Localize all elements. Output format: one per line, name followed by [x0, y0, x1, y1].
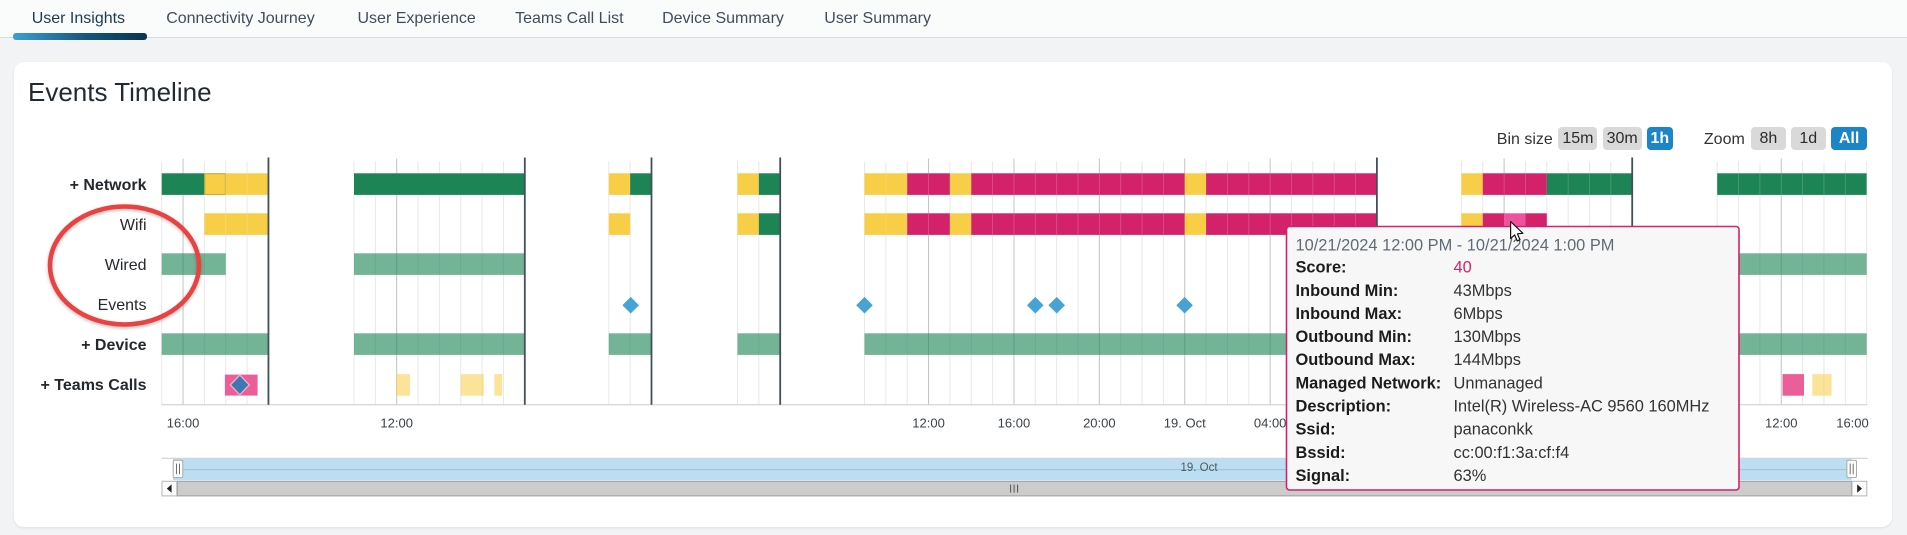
- svg-text:+ Device: + Device: [81, 337, 146, 354]
- svg-text:19. Oct: 19. Oct: [1180, 462, 1218, 474]
- svg-text:+ Teams Calls: + Teams Calls: [41, 377, 147, 394]
- svg-text:Bssid:: Bssid:: [1296, 444, 1346, 462]
- svg-text:63%: 63%: [1454, 467, 1487, 485]
- svg-text:Inbound Max:: Inbound Max:: [1296, 305, 1403, 323]
- svg-text:130Mbps: 130Mbps: [1454, 328, 1521, 346]
- svg-text:43Mbps: 43Mbps: [1454, 282, 1512, 300]
- svg-text:Unmanaged: Unmanaged: [1454, 374, 1543, 392]
- svg-text:10/21/2024 12:00 PM - 10/21/20: 10/21/2024 12:00 PM - 10/21/2024 1:00 PM: [1296, 237, 1615, 255]
- svg-text:12:00: 12:00: [1765, 416, 1798, 431]
- svg-text:20:00: 20:00: [1083, 416, 1116, 431]
- svg-text:19. Oct: 19. Oct: [1164, 416, 1206, 431]
- svg-text:16:00: 16:00: [167, 416, 200, 431]
- svg-text:6Mbps: 6Mbps: [1454, 305, 1503, 323]
- svg-text:Managed Network:: Managed Network:: [1296, 374, 1442, 392]
- svg-text:144Mbps: 144Mbps: [1454, 351, 1521, 369]
- svg-text:Score:: Score:: [1296, 259, 1347, 277]
- svg-text:Signal:: Signal:: [1296, 467, 1351, 485]
- svg-text:Outbound Max:: Outbound Max:: [1296, 351, 1416, 369]
- svg-text:Ssid:: Ssid:: [1296, 421, 1336, 439]
- svg-text:12:00: 12:00: [912, 416, 945, 431]
- svg-text:Description:: Description:: [1296, 398, 1392, 416]
- svg-text:Inbound Min:: Inbound Min:: [1296, 282, 1399, 300]
- svg-text:panaconkk: panaconkk: [1454, 421, 1534, 439]
- svg-text:16:00: 16:00: [998, 416, 1031, 431]
- svg-text:Wifi: Wifi: [120, 217, 147, 234]
- svg-text:Outbound Min:: Outbound Min:: [1296, 328, 1413, 346]
- svg-text:cc:00:f1:3a:cf:f4: cc:00:f1:3a:cf:f4: [1454, 444, 1570, 462]
- svg-text:12:00: 12:00: [380, 416, 413, 431]
- svg-text:16:00: 16:00: [1836, 416, 1869, 431]
- svg-text:+ Network: + Network: [70, 177, 147, 194]
- svg-text:Events: Events: [98, 297, 147, 314]
- svg-text:Wired: Wired: [105, 257, 147, 274]
- svg-text:Intel(R) Wireless-AC 9560 160M: Intel(R) Wireless-AC 9560 160MHz: [1454, 398, 1710, 416]
- svg-text:40: 40: [1454, 259, 1472, 277]
- svg-text:04:00: 04:00: [1254, 416, 1287, 431]
